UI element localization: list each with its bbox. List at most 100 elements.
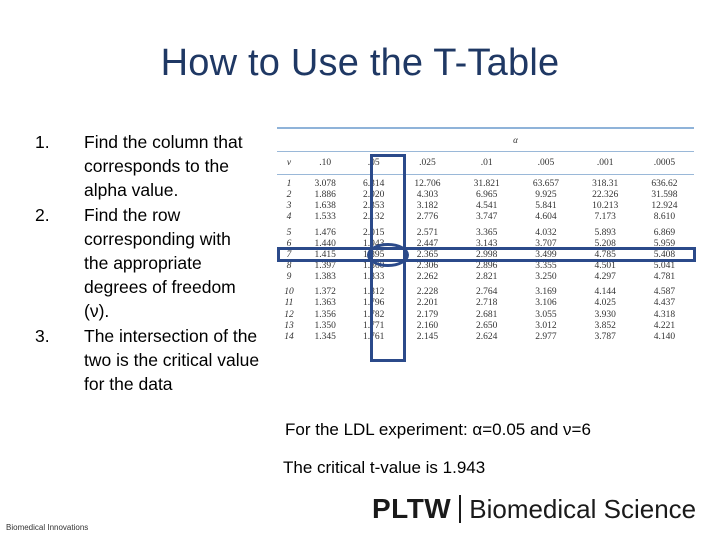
table-cell: 2.920 bbox=[362, 190, 385, 201]
table-cell: 4.437 bbox=[653, 298, 676, 309]
table-cell: 2.365 bbox=[416, 249, 439, 260]
table-cell: 3.143 bbox=[476, 238, 498, 249]
table-row: 12 1.356 1.782 2.179 2.681 3.055 3.930 4.318 bbox=[277, 310, 694, 321]
df-cell: 11 bbox=[284, 298, 294, 309]
table-cell: 3.055 bbox=[535, 309, 557, 320]
alpha-column-header: .001 bbox=[575, 152, 635, 175]
table-cell: 2.132 bbox=[362, 212, 385, 223]
ldl-experiment-text: For the LDL experiment: α=0.05 and ν=6 bbox=[285, 420, 591, 439]
df-cell: 6 bbox=[286, 238, 292, 249]
table-cell: 2.650 bbox=[476, 320, 498, 331]
alpha-column-header: .005 bbox=[516, 152, 576, 175]
table-cell: 6.869 bbox=[653, 227, 676, 238]
table-cell: 318.31 bbox=[592, 179, 619, 190]
table-cell: 3.747 bbox=[476, 212, 498, 223]
table-cell: 9.925 bbox=[535, 190, 557, 201]
table-cell: 3.078 bbox=[314, 179, 336, 190]
table-cell: 2.776 bbox=[416, 212, 439, 223]
table-cell: 636.62 bbox=[651, 179, 678, 190]
table-cell: 5.893 bbox=[594, 227, 616, 238]
critical-value-circle bbox=[367, 243, 409, 267]
table-cell: 3.707 bbox=[535, 238, 557, 249]
table-cell: 1.440 bbox=[314, 238, 336, 249]
table-row: 1 3.078 6.314 12.706 31.821 63.657 318.31 636.6… bbox=[277, 175, 694, 191]
table-cell: 22.326 bbox=[592, 190, 619, 201]
table-cell: 31.821 bbox=[473, 179, 500, 190]
alpha-column-header: .05 bbox=[349, 152, 398, 175]
table-cell: 63.657 bbox=[532, 179, 559, 190]
df-cell: 12 bbox=[284, 309, 294, 320]
alpha-column-header: .025 bbox=[397, 152, 458, 175]
table-cell: 4.032 bbox=[535, 227, 557, 238]
step-item: 2. Find the row corresponding with the a… bbox=[35, 203, 260, 324]
table-cell: 4.541 bbox=[476, 201, 498, 212]
table-cell: 2.998 bbox=[476, 249, 498, 260]
table-cell: 1.812 bbox=[362, 287, 385, 298]
df-row-highlight bbox=[277, 247, 696, 262]
t-table: α ν .10.05.025.01.005.001.0005 1 3.078 6.31… bbox=[277, 127, 694, 343]
alpha-column-header: .10 bbox=[301, 152, 350, 175]
table-cell: 3.930 bbox=[594, 309, 616, 320]
table-cell: 3.787 bbox=[594, 331, 616, 342]
table-row: 6 1.440 1.943 2.447 3.143 3.707 5.208 5.959 bbox=[277, 239, 694, 250]
table-cell: 4.025 bbox=[594, 298, 616, 309]
table-cell: 4.785 bbox=[594, 249, 616, 260]
steps-list: 1. Find the column that corresponds to t… bbox=[35, 130, 260, 396]
table-cell: 1.476 bbox=[314, 227, 336, 238]
table-cell: 4.781 bbox=[653, 272, 676, 283]
df-cell: 5 bbox=[286, 227, 292, 238]
critical-value-text: The critical t-value is 1.943 bbox=[283, 458, 486, 477]
table-cell: 1.533 bbox=[314, 212, 336, 223]
table-cell: 2.821 bbox=[476, 272, 498, 283]
table-cell: 31.598 bbox=[651, 190, 678, 201]
table-cell: 2.201 bbox=[416, 298, 439, 309]
table-cell: 3.169 bbox=[535, 287, 557, 298]
table-cell: 1.761 bbox=[362, 331, 385, 342]
table-cell: 2.896 bbox=[476, 261, 498, 272]
table-cell: 5.408 bbox=[653, 249, 676, 260]
df-cell: 2 bbox=[286, 190, 292, 201]
table-cell: 4.221 bbox=[653, 320, 676, 331]
table-cell: 1.372 bbox=[314, 287, 336, 298]
table-cell: 4.604 bbox=[535, 212, 557, 223]
table-cell: 1.833 bbox=[362, 272, 385, 283]
table-row: 3 1.638 2.353 3.182 4.541 5.841 10.213 12.924 bbox=[277, 201, 694, 212]
table-row: 11 1.363 1.796 2.201 2.718 3.106 4.025 4.437 bbox=[277, 298, 694, 309]
df-cell: 8 bbox=[286, 261, 292, 272]
table-row: 2 1.886 2.920 4.303 6.965 9.925 22.326 31.598 bbox=[277, 190, 694, 201]
df-cell: 3 bbox=[286, 201, 292, 212]
table-cell: 2.681 bbox=[476, 309, 498, 320]
table-cell: 3.365 bbox=[476, 227, 498, 238]
table-cell: 1.943 bbox=[362, 238, 385, 249]
step-text: Find the column that corresponds to the … bbox=[84, 132, 243, 201]
table-cell: 1.350 bbox=[314, 320, 336, 331]
table-cell: 6.314 bbox=[362, 179, 385, 190]
table-cell: 1.345 bbox=[314, 331, 336, 342]
table-cell: 8.610 bbox=[653, 212, 676, 223]
df-cell: 9 bbox=[286, 272, 292, 283]
t-table-grid: ν .10.05.025.01.005.001.0005 1 3.078 6.314 1… bbox=[277, 152, 694, 343]
table-cell: 7.173 bbox=[594, 212, 616, 223]
table-row: 13 1.350 1.771 2.160 2.650 3.012 3.852 4.221 bbox=[277, 321, 694, 332]
table-cell: 1.638 bbox=[314, 201, 336, 212]
table-cell: 1.356 bbox=[314, 309, 336, 320]
table-cell: 12.706 bbox=[414, 179, 441, 190]
table-row: 10 1.372 1.812 2.228 2.764 3.169 4.144 4.587 bbox=[277, 283, 694, 298]
table-cell: 2.145 bbox=[416, 331, 439, 342]
table-cell: 1.383 bbox=[314, 272, 336, 283]
df-cell: 10 bbox=[284, 287, 294, 298]
table-cell: 1.415 bbox=[314, 249, 336, 260]
df-cell: 1 bbox=[286, 179, 292, 190]
table-cell: 1.363 bbox=[314, 298, 336, 309]
table-cell: 1.796 bbox=[362, 298, 385, 309]
table-row: 9 1.383 1.833 2.262 2.821 3.250 4.297 4.781 bbox=[277, 272, 694, 283]
table-cell: 2.306 bbox=[416, 261, 439, 272]
df-cell: 13 bbox=[284, 320, 294, 331]
table-row: 8 1.397 1.860 2.306 2.896 3.355 4.501 5.041 bbox=[277, 261, 694, 272]
logo-divider bbox=[459, 495, 462, 523]
table-cell: 2.764 bbox=[476, 287, 498, 298]
table-cell: 5.208 bbox=[594, 238, 616, 249]
step-item: 1. Find the column that corresponds to t… bbox=[35, 130, 260, 203]
table-cell: 2.353 bbox=[362, 201, 385, 212]
table-cell: 5.041 bbox=[653, 261, 676, 272]
